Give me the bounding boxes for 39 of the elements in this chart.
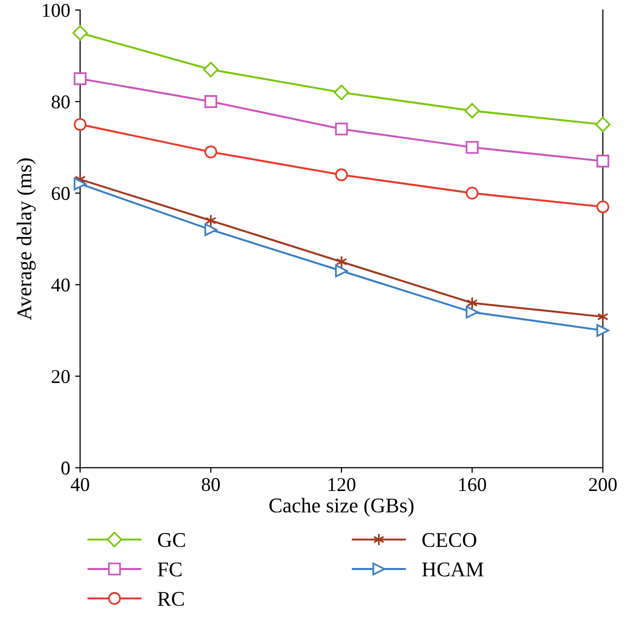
x-tick-label: 160 bbox=[459, 478, 486, 492]
point bbox=[335, 168, 348, 182]
y-tick-label: 0 bbox=[61, 462, 70, 475]
point bbox=[72, 25, 88, 41]
point bbox=[466, 186, 479, 200]
legend-label: HCAM bbox=[422, 562, 484, 576]
x-axis-title: Cache size (GBs) bbox=[269, 498, 414, 517]
point bbox=[596, 154, 610, 168]
point bbox=[74, 118, 87, 131]
point bbox=[74, 72, 87, 86]
y-tick-label: 20 bbox=[52, 370, 70, 384]
point bbox=[335, 122, 348, 136]
point bbox=[204, 146, 218, 158]
y-axis-title: Average delay (ms) bbox=[16, 158, 36, 320]
x-tick-label: 80 bbox=[202, 478, 220, 492]
legend-label: GC bbox=[158, 533, 185, 548]
point bbox=[203, 62, 219, 78]
legend-label: CECO bbox=[422, 533, 476, 548]
x-tick-label: 120 bbox=[328, 478, 356, 492]
point bbox=[596, 200, 610, 214]
point bbox=[595, 116, 611, 132]
point bbox=[335, 264, 348, 278]
point bbox=[336, 255, 348, 268]
point bbox=[466, 306, 479, 319]
point bbox=[204, 223, 218, 236]
point bbox=[334, 84, 350, 100]
x-tick-label: 40 bbox=[70, 478, 90, 492]
point bbox=[204, 95, 218, 108]
point bbox=[464, 103, 480, 118]
point bbox=[466, 140, 479, 154]
point bbox=[74, 178, 87, 190]
point bbox=[596, 324, 610, 337]
y-tick-label: 80 bbox=[52, 95, 70, 109]
y-tick-label: 100 bbox=[42, 4, 70, 17]
legend-label: RC bbox=[158, 592, 184, 606]
legend-label: FC bbox=[158, 562, 182, 576]
x-tick-label: 200 bbox=[589, 478, 617, 492]
y-tick-label: 40 bbox=[51, 278, 70, 292]
y-tick-label: 60 bbox=[52, 186, 70, 200]
